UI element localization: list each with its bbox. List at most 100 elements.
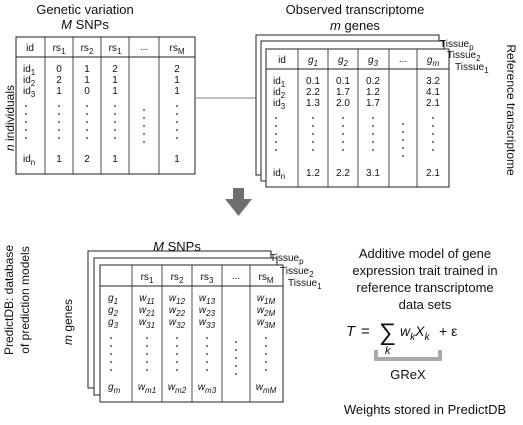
svg-text:wm2: wm2 bbox=[168, 382, 187, 395]
svg-text:w21: w21 bbox=[139, 305, 155, 318]
svg-text:g2: g2 bbox=[108, 305, 119, 318]
genotype-vertical-dots bbox=[25, 105, 178, 143]
genotype-table bbox=[15, 36, 196, 175]
svg-text:0: 0 bbox=[84, 86, 90, 97]
svg-text:1: 1 bbox=[56, 86, 62, 97]
tissue-labels: Tissuep Tissue2 Tissue1 bbox=[440, 39, 489, 75]
table-row: id1 0.1 0.1 0.2 3.2 bbox=[273, 76, 440, 89]
svg-text:wkXk: wkXk bbox=[400, 323, 430, 343]
svg-text:w22: w22 bbox=[169, 305, 186, 318]
svg-text:...: ... bbox=[399, 54, 407, 65]
expression-column-rules bbox=[297, 49, 418, 187]
sum-symbol: ∑ bbox=[379, 319, 396, 346]
svg-text:w1M: w1M bbox=[257, 293, 276, 306]
table-row: id2 2.2 1.7 1.2 4.1 bbox=[273, 87, 440, 100]
weights-tissue-labels: Tissuep Tissue2 Tissue1 bbox=[270, 253, 322, 291]
predictdb-panel: PredictDB: database of prediction models… bbox=[2, 239, 322, 403]
svg-text:idn: idn bbox=[273, 168, 285, 181]
genotype-header-ellipsis: ... bbox=[140, 42, 148, 53]
genotype-column-rules bbox=[44, 37, 160, 174]
down-arrow-icon bbox=[225, 188, 252, 216]
svg-text:id1: id1 bbox=[273, 76, 286, 89]
genotype-rows: id1 0 1 2 2 id2 2 1 1 1 id3 1 0 1 1 id bbox=[23, 64, 180, 167]
table-row: g1 w11 w12 w13 w1M bbox=[108, 293, 276, 306]
svg-text:rs3: rs3 bbox=[201, 272, 214, 285]
svg-text:g1: g1 bbox=[108, 293, 118, 306]
tissue-1-label: Tissue1 bbox=[455, 62, 489, 75]
svg-text:gm: gm bbox=[427, 55, 440, 68]
svg-text:wm1: wm1 bbox=[138, 382, 156, 395]
svg-text:w11: w11 bbox=[139, 293, 155, 306]
svg-text:1.7: 1.7 bbox=[366, 98, 380, 109]
m-snps-label: M SNPs bbox=[61, 17, 109, 32]
genetic-variation-panel: Genetic variation M SNPs n individuals i… bbox=[3, 2, 196, 175]
genotype-header-row: id rs1 rs2 rs1 ... rsM bbox=[26, 42, 185, 56]
table-row: g3 w31 w32 w33 w3M bbox=[108, 317, 276, 330]
svg-text:0.1: 0.1 bbox=[336, 76, 350, 87]
table-row: id3 1.3 2.0 1.7 2.1 bbox=[273, 98, 440, 111]
predictdb-footer: Weights stored in PredictDB bbox=[344, 402, 506, 417]
grex-label: GReX bbox=[390, 367, 426, 382]
genotype-header-rs1b: rs1 bbox=[109, 43, 122, 56]
weights-tissue-1-sheet bbox=[99, 264, 284, 403]
table-row: id3 1 0 1 1 bbox=[23, 86, 180, 99]
svg-text:w12: w12 bbox=[169, 293, 186, 306]
svg-text:4.1: 4.1 bbox=[426, 87, 440, 98]
tissue-1-sheet bbox=[265, 48, 450, 188]
svg-text:w32: w32 bbox=[169, 317, 186, 330]
svg-text:1: 1 bbox=[112, 86, 118, 97]
weights-tissue-1-label: Tissue1 bbox=[288, 278, 322, 291]
svg-text:g1: g1 bbox=[308, 55, 318, 68]
genotype-header-rsM: rsM bbox=[169, 43, 184, 56]
svg-text:g3: g3 bbox=[368, 55, 379, 68]
weights-column-rules bbox=[131, 265, 251, 402]
svg-text:rs1: rs1 bbox=[141, 272, 154, 285]
svg-text:2: 2 bbox=[56, 75, 62, 86]
expression-vertical-dots bbox=[275, 117, 434, 157]
svg-text:1.2: 1.2 bbox=[306, 168, 320, 179]
svg-text:1.2: 1.2 bbox=[366, 87, 380, 98]
genotype-header-id: id bbox=[26, 43, 34, 54]
svg-text:expression trait trained in: expression trait trained in bbox=[352, 263, 497, 278]
model-description: Additive model of gene expression trait … bbox=[352, 246, 497, 312]
svg-text:gm: gm bbox=[108, 382, 121, 395]
svg-text:+ ε: + ε bbox=[439, 323, 457, 339]
expression-header-row: id g1 g2 g3 ... gm bbox=[278, 54, 439, 68]
predictdb-label-line1: PredictDB: database bbox=[2, 245, 16, 355]
m-genes-vertical-label: m genes bbox=[61, 299, 75, 345]
svg-text:w2M: w2M bbox=[257, 305, 276, 318]
svg-text:1: 1 bbox=[174, 75, 180, 86]
svg-text:id2: id2 bbox=[23, 75, 36, 88]
bottom-m-snps-label: M SNPs bbox=[153, 239, 201, 254]
svg-text:k: k bbox=[385, 345, 391, 357]
svg-text:2: 2 bbox=[112, 64, 118, 75]
svg-text:w23: w23 bbox=[199, 305, 216, 318]
svg-text:id2: id2 bbox=[273, 87, 286, 100]
svg-text:w31: w31 bbox=[139, 317, 155, 330]
svg-text:2.2: 2.2 bbox=[336, 168, 350, 179]
weights-tissue-2-label: Tissue2 bbox=[280, 266, 314, 279]
svg-text:data sets: data sets bbox=[399, 297, 452, 312]
svg-text:id3: id3 bbox=[23, 86, 36, 99]
genetic-variation-heading: Genetic variation bbox=[36, 2, 134, 17]
svg-text:T: T bbox=[346, 323, 357, 340]
svg-text:wm3: wm3 bbox=[198, 382, 217, 395]
svg-text:1: 1 bbox=[56, 154, 62, 165]
reference-transcriptome-label: Reference transcriptome bbox=[504, 44, 518, 176]
svg-text:1: 1 bbox=[112, 154, 118, 165]
svg-text:0.2: 0.2 bbox=[366, 76, 380, 87]
svg-text:2.1: 2.1 bbox=[426, 168, 440, 179]
table-row: g2 w21 w22 w23 w2M bbox=[108, 305, 276, 318]
svg-text:id3: id3 bbox=[273, 98, 286, 111]
genotype-header-rs2: rs2 bbox=[81, 43, 94, 56]
svg-text:g3: g3 bbox=[108, 317, 119, 330]
svg-text:1: 1 bbox=[84, 75, 90, 86]
weights-vertical-dots bbox=[110, 337, 267, 375]
table-row: id1 0 1 2 2 bbox=[23, 64, 180, 77]
svg-text:rs2: rs2 bbox=[171, 272, 184, 285]
svg-text:1.3: 1.3 bbox=[306, 98, 320, 109]
svg-text:w3M: w3M bbox=[257, 317, 276, 330]
svg-text:1: 1 bbox=[84, 64, 90, 75]
svg-text:w33: w33 bbox=[199, 317, 216, 330]
